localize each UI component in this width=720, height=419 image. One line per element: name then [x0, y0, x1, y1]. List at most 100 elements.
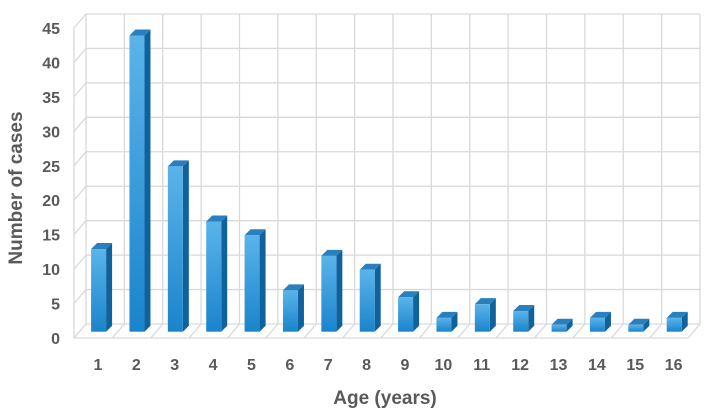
h-gridline: [73, 151, 700, 167]
bar-front: [589, 317, 605, 332]
bar-side: [259, 229, 266, 332]
x-axis-ticks: 1 2 3 4 5 6 7 8 9 10 11 12 13 14 15 16: [94, 357, 683, 374]
bar: [129, 29, 151, 332]
v-gridline: [418, 14, 433, 339]
bar: [167, 160, 189, 332]
bar-front: [167, 166, 183, 332]
x-tick-label: 7: [324, 357, 333, 374]
x-tick-label: 2: [132, 357, 141, 374]
x-tick-label: 8: [362, 357, 371, 374]
y-tick-label: 10: [42, 262, 60, 279]
bar-side: [604, 311, 611, 332]
bar: [513, 305, 535, 332]
bar: [474, 298, 496, 332]
gridlines: [73, 13, 701, 339]
bar: [589, 311, 611, 332]
y-tick-label: 35: [42, 90, 60, 107]
bar-front: [359, 269, 375, 332]
h-gridline: [73, 82, 700, 98]
h-gridline: [73, 116, 700, 132]
bar-side: [336, 249, 343, 332]
bar-front: [551, 324, 567, 332]
x-tick-label: 9: [401, 357, 410, 374]
bar-top: [282, 284, 304, 291]
y-tick-label: 40: [42, 55, 60, 72]
bar-side: [489, 298, 496, 332]
bar: [359, 263, 381, 332]
bar-side: [297, 284, 304, 332]
y-tick-label: 5: [51, 297, 60, 314]
bar-side: [144, 29, 151, 332]
bar-front: [513, 311, 529, 332]
y-axis-title: Number of cases: [6, 111, 27, 264]
v-gridline: [457, 14, 471, 339]
bar-side: [451, 311, 458, 332]
x-tick-label: 12: [511, 357, 529, 374]
x-tick-label: 13: [550, 357, 568, 374]
bar-top: [167, 160, 189, 167]
y-tick-label: 25: [42, 159, 60, 176]
bar-top: [513, 305, 535, 312]
y-tick-label: 20: [42, 193, 60, 210]
bar-top: [628, 318, 650, 325]
bar-top: [436, 311, 458, 318]
v-gridline: [342, 14, 356, 339]
h-gridline: [73, 13, 700, 29]
v-gridline: [687, 14, 701, 339]
bar-front: [666, 317, 682, 332]
bar-front: [91, 249, 107, 332]
bar: [206, 215, 228, 332]
v-gridline: [534, 14, 548, 339]
bar-front: [436, 317, 452, 332]
x-tick-label: 3: [170, 357, 179, 374]
bar-front: [474, 304, 490, 332]
h-gridline: [73, 47, 700, 63]
y-tick-label: 45: [42, 21, 60, 38]
bar-front: [282, 290, 298, 332]
x-tick-label: 11: [473, 357, 490, 374]
v-gridline: [572, 14, 586, 339]
v-gridline: [649, 14, 663, 339]
bar: [398, 291, 420, 332]
bar-front: [628, 324, 644, 332]
v-gridline: [150, 14, 164, 339]
bar-side: [106, 243, 113, 332]
x-tick-label: 15: [626, 357, 644, 374]
bar-top: [398, 291, 420, 298]
x-tick-label: 1: [94, 357, 103, 374]
x-tick-label: 14: [588, 357, 606, 374]
y-tick-label: 0: [51, 331, 60, 348]
bar-side: [374, 263, 381, 332]
bar-side: [566, 318, 573, 332]
v-gridline: [610, 14, 624, 339]
bar-front: [321, 255, 337, 332]
y-tick-label: 15: [42, 228, 60, 245]
bar: [666, 311, 688, 332]
bar-top: [666, 311, 688, 318]
bar: [91, 243, 113, 332]
x-tick-label: 5: [247, 357, 256, 374]
bar-top: [91, 243, 113, 250]
bar-top: [129, 29, 151, 36]
bar-front: [129, 35, 145, 332]
bar-top: [551, 318, 573, 325]
bar-front: [244, 235, 260, 332]
v-gridline: [265, 14, 279, 339]
bar: [244, 229, 266, 332]
bar-side: [643, 318, 650, 332]
v-gridline: [380, 14, 394, 339]
x-axis-title: Age (years): [333, 388, 437, 409]
bar-top: [359, 263, 381, 270]
x-tick-label: 16: [665, 357, 683, 374]
bar-side: [182, 160, 189, 332]
bar-top: [474, 298, 496, 305]
bar: [282, 284, 304, 332]
bar-top: [321, 249, 343, 256]
v-gridline: [227, 14, 241, 339]
bar-top: [206, 215, 228, 222]
v-gridline: [495, 14, 509, 339]
y-axis-ticks: 0 5 10 15 20 25 30 35 40 45: [42, 21, 60, 348]
bar: [551, 318, 573, 332]
